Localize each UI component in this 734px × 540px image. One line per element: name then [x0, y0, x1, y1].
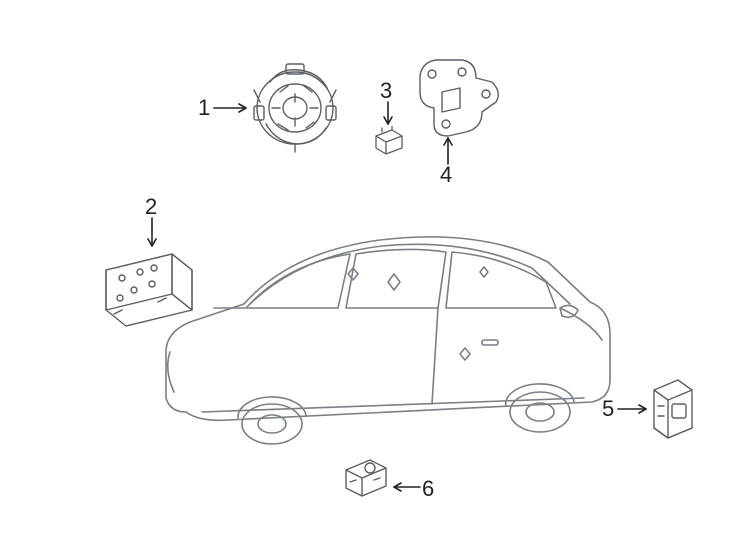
callout-number-3: 3 — [380, 80, 392, 102]
callout-arrow-4 — [441, 132, 455, 166]
callout-arrow-5 — [616, 402, 654, 416]
callout-number-2: 2 — [145, 196, 157, 218]
callout-arrow-3 — [381, 100, 395, 132]
vehicle-outline — [150, 212, 620, 460]
part-bracket — [412, 52, 502, 140]
part-side-module — [648, 376, 696, 442]
callout-number-5: 5 — [602, 398, 614, 420]
part-diag-module — [100, 248, 198, 330]
callout-number-1: 1 — [198, 97, 210, 119]
callout-arrow-1 — [212, 101, 256, 115]
callout-number-4: 4 — [440, 164, 452, 186]
callout-number-6: 6 — [422, 478, 434, 500]
parts-diagram: 1 2 3 4 5 6 — [0, 0, 734, 540]
part-clockspring — [250, 62, 340, 154]
callout-arrow-2 — [145, 216, 159, 254]
callout-arrow-6 — [388, 480, 422, 494]
part-impact-sensor — [340, 456, 390, 498]
